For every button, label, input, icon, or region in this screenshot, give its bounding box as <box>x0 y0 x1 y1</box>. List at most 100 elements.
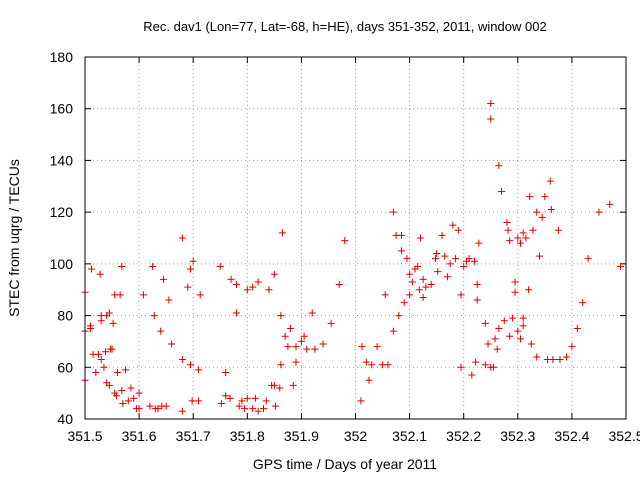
data-point <box>595 208 603 216</box>
data-point <box>118 262 126 270</box>
data-point <box>254 407 262 415</box>
data-point <box>92 368 100 376</box>
data-point <box>116 291 124 299</box>
data-point <box>617 262 625 270</box>
data-point <box>289 381 297 389</box>
data-point <box>292 343 300 351</box>
data-point <box>395 312 403 320</box>
x-tick-label: 351.6 <box>122 428 157 444</box>
data-point <box>186 361 194 369</box>
data-point <box>319 340 327 348</box>
data-point <box>149 262 157 270</box>
data-point <box>406 291 414 299</box>
data-point <box>135 389 143 397</box>
data-point <box>292 358 300 366</box>
data-point <box>475 239 483 247</box>
data-point <box>184 283 192 291</box>
data-point <box>443 273 451 281</box>
data-point <box>186 265 194 273</box>
y-tick-label: 120 <box>50 204 74 220</box>
data-point <box>519 229 527 237</box>
data-point <box>517 335 525 343</box>
data-point <box>481 361 489 369</box>
data-point <box>146 402 154 410</box>
data-point <box>196 291 204 299</box>
data-point <box>362 358 370 366</box>
data-point <box>547 206 555 214</box>
data-point <box>489 363 497 371</box>
data-point <box>154 405 162 413</box>
data-point <box>400 299 408 307</box>
data-point <box>457 363 465 371</box>
data-point <box>368 361 376 369</box>
data-point <box>554 226 562 234</box>
data-point <box>277 312 285 320</box>
data-point <box>449 221 457 229</box>
data-point <box>408 278 416 286</box>
data-point <box>287 325 295 332</box>
x-tick-label: 352.1 <box>392 428 427 444</box>
chart-title: Rec. dav1 (Lon=77, Lat=-68, h=HE), days … <box>143 19 546 34</box>
data-point <box>249 405 257 413</box>
data-point <box>102 348 110 356</box>
data-point <box>484 340 492 348</box>
data-point <box>105 381 113 389</box>
data-points <box>81 100 625 415</box>
data-point <box>519 314 527 322</box>
data-point <box>159 275 167 283</box>
y-tick-label: 140 <box>50 152 74 168</box>
data-point <box>519 322 527 330</box>
data-point <box>465 255 473 263</box>
data-point <box>281 332 289 340</box>
data-point <box>522 234 530 242</box>
data-point <box>189 257 197 265</box>
data-point <box>278 229 286 237</box>
data-point <box>95 350 103 358</box>
data-point <box>238 397 246 405</box>
data-point <box>416 234 424 242</box>
data-point <box>541 193 549 201</box>
data-point <box>311 345 319 353</box>
data-point <box>573 325 581 332</box>
x-tick-label: 352.5 <box>608 428 640 444</box>
data-point <box>232 281 240 289</box>
data-point <box>504 226 512 234</box>
data-point <box>500 317 508 325</box>
data-point <box>254 278 262 286</box>
data-point <box>511 278 519 286</box>
data-point <box>562 353 570 361</box>
data-point <box>460 262 468 270</box>
data-point <box>414 262 422 270</box>
data-point <box>124 397 132 405</box>
data-point <box>527 340 535 348</box>
data-point <box>226 394 234 402</box>
data-point <box>195 366 203 374</box>
data-point <box>243 394 251 402</box>
data-point <box>119 399 127 407</box>
data-point <box>297 337 305 345</box>
data-point <box>335 281 343 289</box>
data-point <box>493 345 501 353</box>
data-point <box>495 162 503 170</box>
data-point <box>108 345 116 353</box>
x-tick-label: 352.2 <box>446 428 481 444</box>
data-point <box>419 293 427 301</box>
data-point <box>468 371 476 379</box>
data-point <box>406 270 414 278</box>
data-point <box>438 231 446 239</box>
data-point <box>284 343 292 351</box>
x-tick-label: 351.5 <box>67 428 102 444</box>
data-point <box>100 363 108 371</box>
y-tick-label: 80 <box>57 308 73 324</box>
data-point <box>606 200 614 208</box>
data-point <box>546 177 554 185</box>
data-point <box>178 234 186 242</box>
data-point <box>216 262 224 270</box>
data-point <box>473 296 481 304</box>
data-point <box>270 381 278 389</box>
data-point <box>373 343 381 351</box>
data-point <box>432 255 440 263</box>
grid-lines <box>85 57 626 419</box>
data-point <box>457 291 465 299</box>
